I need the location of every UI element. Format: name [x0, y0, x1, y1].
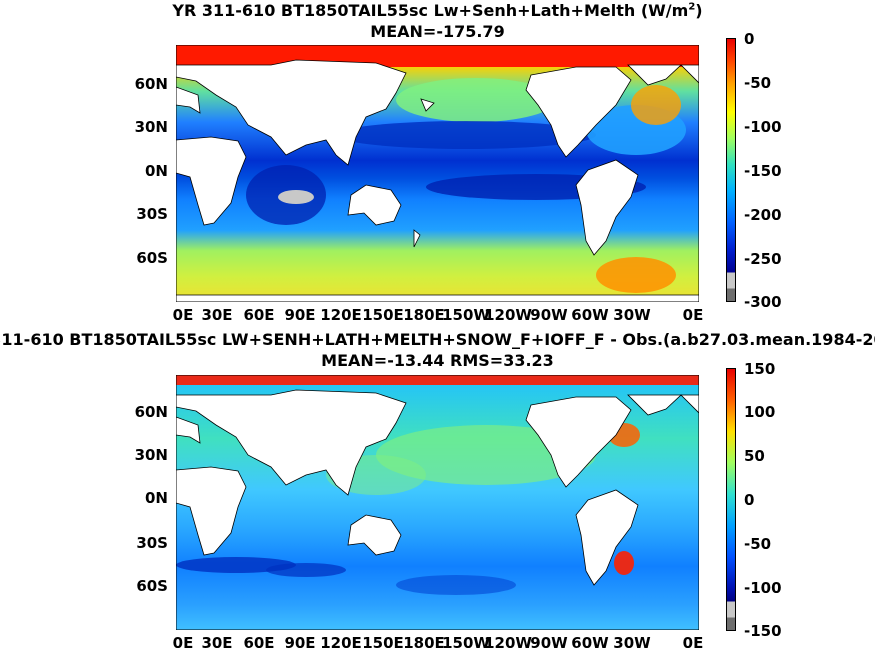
panel2-lon-90w: 90W	[530, 634, 568, 652]
panel2-lon-60e: 60E	[243, 634, 275, 652]
panel1-lon-150e: 150E	[362, 306, 404, 324]
panel1-cbar-tick-0: 0	[744, 30, 755, 48]
panel1-cbar-tick-1: -50	[744, 74, 772, 92]
panel2-cbar-tick-0: 150	[744, 360, 776, 378]
panel1-lon-180e: 180E	[403, 306, 445, 324]
panel2-lon-0e-end: 0E	[682, 634, 704, 652]
panel1-lon-150w: 150W	[442, 306, 490, 324]
panel2-lat-30n: 30N	[134, 446, 168, 464]
panel2-cbar-tick-3: 0	[744, 491, 755, 509]
panel2-lat-0n: 0N	[145, 489, 168, 507]
panel2-colorbar	[726, 368, 736, 631]
panel1-colorbar	[726, 38, 736, 302]
panel2-subtitle: MEAN=-13.44 RMS=33.23	[321, 351, 554, 370]
panel2-lon-120w: 120W	[484, 634, 532, 652]
panel2-cbar-tick-5: -100	[744, 579, 782, 597]
panel1-lat-30n: 30N	[134, 118, 168, 136]
panel1-cbar-tick-3: -150	[744, 162, 782, 180]
panel2-cbar-tick-2: 50	[744, 447, 765, 465]
panel1-lon-60e: 60E	[243, 306, 275, 324]
panel2-cbar-tick-1: 100	[744, 403, 776, 421]
panel1-subtitle: MEAN=-175.79	[370, 22, 505, 41]
panel1-lon-120w: 120W	[484, 306, 532, 324]
panel1-lon-0e: 0E	[172, 306, 194, 324]
panel1-lat-0n: 0N	[145, 162, 168, 180]
panel1-cbar-tick-6: -300	[744, 293, 782, 311]
panel2-lat-60s: 60S	[136, 577, 168, 595]
panel1-cbar-tick-4: -200	[744, 206, 782, 224]
panel1-map	[176, 45, 699, 302]
panel2-lon-0e: 0E	[172, 634, 194, 652]
panel2-title: YR 311-610 BT1850TAIL55sc LW+SENH+LATH+M…	[0, 330, 875, 349]
panel1-cbar-tick-2: -100	[744, 118, 782, 136]
panel1-lon-30w: 30W	[613, 306, 651, 324]
panel2-lon-90e: 90E	[284, 634, 316, 652]
panel2-lon-30w: 30W	[613, 634, 651, 652]
panel2-lon-120e: 120E	[320, 634, 362, 652]
panel2-map	[176, 375, 699, 630]
panel2-lon-60w: 60W	[571, 634, 609, 652]
panel1-lon-120e: 120E	[320, 306, 362, 324]
panel2-lat-60n: 60N	[134, 403, 168, 421]
panel2-lon-180e: 180E	[403, 634, 445, 652]
panel2-map-svg	[176, 375, 699, 630]
panel1-lon-90w: 90W	[530, 306, 568, 324]
panel2-cbar-tick-6: -150	[744, 622, 782, 640]
panel2-lon-150w: 150W	[442, 634, 490, 652]
panel1-lat-60s: 60S	[136, 249, 168, 267]
panel1-lat-30s: 30S	[136, 205, 168, 223]
panel1-lat-60n: 60N	[134, 75, 168, 93]
panel2-cbar-tick-4: -50	[744, 535, 772, 553]
panel2-lat-30s: 30S	[136, 534, 168, 552]
panel1-lon-60w: 60W	[571, 306, 609, 324]
panel1-title: YR 311-610 BT1850TAIL55sc Lw+Senh+Lath+M…	[172, 1, 703, 20]
panel1-cbar-tick-5: -250	[744, 250, 782, 268]
panel1-lon-90e: 90E	[284, 306, 316, 324]
panel1-lon-30e: 30E	[201, 306, 233, 324]
panel1-lon-0e-end: 0E	[682, 306, 704, 324]
panel2-lon-150e: 150E	[362, 634, 404, 652]
panel1-map-svg	[176, 45, 699, 302]
panel2-lon-30e: 30E	[201, 634, 233, 652]
